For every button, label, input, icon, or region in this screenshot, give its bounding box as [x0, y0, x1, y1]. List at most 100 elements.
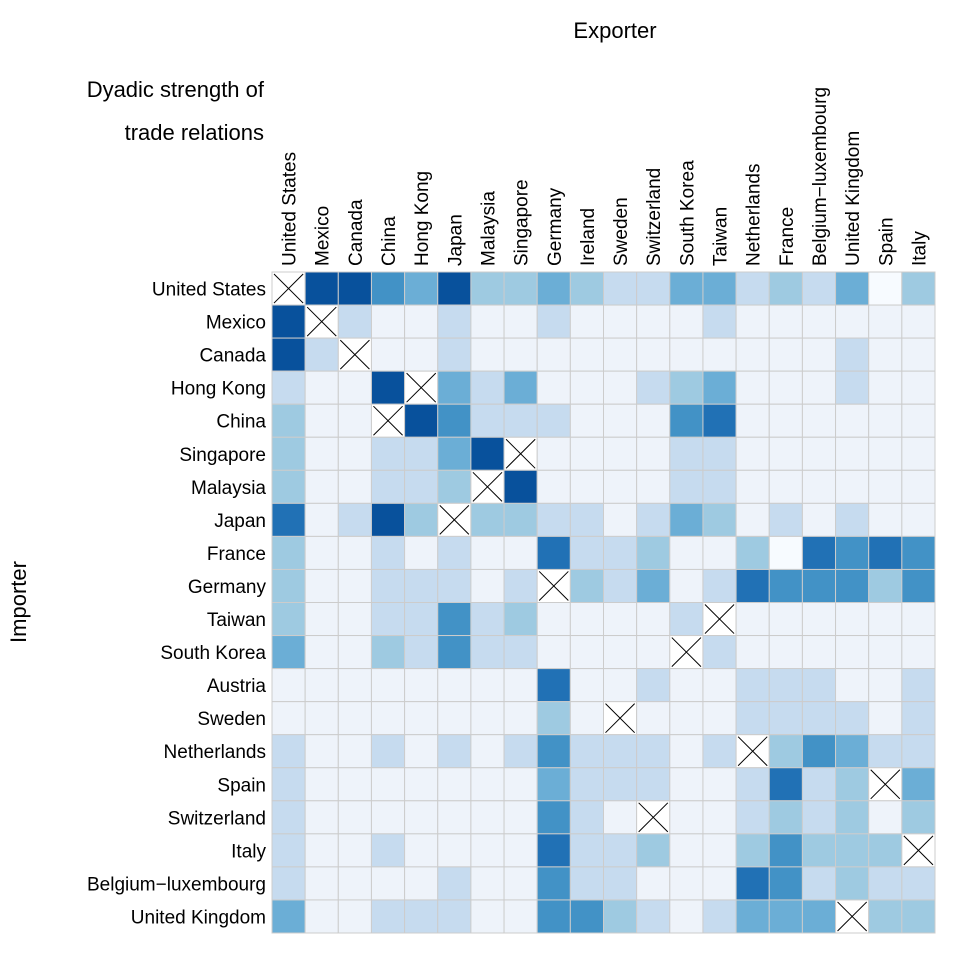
heat-cell	[901, 337, 936, 372]
cross	[273, 273, 304, 304]
heat-cell	[702, 502, 737, 537]
heat-cell	[603, 436, 638, 471]
heat-cell	[470, 899, 505, 934]
cross	[538, 571, 569, 601]
heat-cell	[901, 469, 936, 504]
heat-cell	[437, 403, 472, 438]
heat-cell	[603, 502, 638, 537]
heat-cell	[835, 304, 870, 339]
heat-cell	[801, 701, 837, 736]
heat-cell	[437, 800, 472, 835]
heat-cell	[404, 866, 439, 901]
heat-cell	[503, 833, 538, 868]
heat-cell	[702, 271, 737, 306]
heat-cell	[603, 469, 638, 504]
heat-cell	[536, 502, 571, 537]
heat-cell	[735, 866, 770, 901]
heat-cell	[337, 767, 372, 802]
heat-cell	[536, 833, 571, 868]
heat-cell	[735, 602, 770, 637]
heat-cell	[669, 337, 704, 372]
y-tick-label: Italy	[231, 841, 266, 862]
heat-cell	[901, 767, 936, 802]
heat-cell	[801, 337, 837, 372]
cross	[306, 306, 337, 337]
heat-cell	[404, 304, 439, 339]
heat-cell	[603, 635, 638, 670]
heat-cell	[503, 403, 538, 438]
heat-cell	[304, 635, 339, 670]
heat-cell	[404, 602, 439, 637]
heat-cell	[735, 701, 770, 736]
heat-cell	[536, 535, 571, 570]
heat-cell	[801, 535, 837, 570]
heat-cell	[304, 403, 339, 438]
heat-cell	[835, 668, 870, 703]
heat-cell	[868, 502, 903, 537]
heat-cell	[370, 271, 406, 306]
heat-cell	[337, 734, 372, 769]
heat-cell	[271, 337, 306, 372]
heat-cell	[271, 866, 306, 901]
x-tick-label: Italy	[909, 231, 930, 266]
heat-cell	[901, 568, 936, 604]
heat-cell	[271, 833, 306, 868]
heat-cell	[304, 701, 339, 736]
heat-cell	[404, 668, 439, 703]
heat-cell	[503, 899, 538, 934]
x-tick-label: France	[777, 207, 798, 266]
heat-cell	[404, 701, 439, 736]
heat-cell	[768, 568, 803, 604]
cross	[704, 604, 735, 634]
heat-cell	[304, 833, 339, 868]
heat-cell	[370, 668, 406, 703]
cross	[870, 769, 901, 800]
heat-cell	[404, 734, 439, 769]
heat-cell	[603, 271, 638, 306]
heat-cell	[702, 668, 737, 703]
y-tick-label: France	[207, 544, 266, 565]
heat-cell	[603, 337, 638, 372]
y-tick-label: Hong Kong	[171, 379, 266, 400]
heat-cell	[304, 271, 339, 306]
heat-cell	[835, 568, 870, 604]
heat-cell	[801, 568, 837, 604]
heat-cell	[603, 866, 638, 901]
heat-cell	[470, 701, 505, 736]
heat-cell	[470, 800, 505, 835]
heat-cell	[835, 502, 870, 537]
heat-cell	[437, 304, 472, 339]
heat-cell	[835, 469, 870, 504]
heat-cell	[404, 502, 439, 537]
heat-cell	[304, 899, 339, 934]
heat-cell	[470, 304, 505, 339]
heat-cell	[735, 899, 770, 934]
cross	[605, 703, 636, 734]
heat-cell	[470, 502, 505, 537]
heat-cell	[370, 602, 406, 637]
heat-cell	[437, 635, 472, 670]
heat-cell	[437, 668, 472, 703]
heat-cell	[370, 337, 406, 372]
heat-cell	[271, 668, 306, 703]
heat-cell	[370, 568, 406, 604]
heat-cell	[768, 370, 803, 405]
x-axis-label: Exporter	[573, 18, 656, 43]
heat-cell	[503, 568, 538, 604]
heat-cell	[735, 436, 770, 471]
heat-cell	[603, 370, 638, 405]
y-tick-label: United States	[152, 280, 266, 301]
y-tick-label: South Korea	[160, 643, 266, 664]
heat-cell	[901, 271, 936, 306]
heat-cell	[868, 337, 903, 372]
heat-cell	[702, 337, 737, 372]
heat-cell	[636, 337, 671, 372]
heat-cell	[370, 800, 406, 835]
heat-cell	[801, 502, 837, 537]
heat-cell	[636, 370, 671, 405]
heat-cell	[503, 800, 538, 835]
heat-cell	[569, 502, 604, 537]
heat-cell	[735, 535, 770, 570]
heat-cell	[801, 469, 837, 504]
heat-cell	[536, 734, 571, 769]
